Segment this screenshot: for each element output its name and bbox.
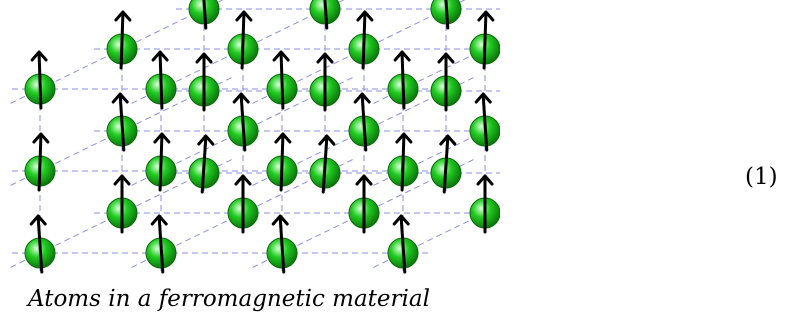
atom (227, 92, 259, 152)
figure-caption: Atoms in a ferromagnetic material (28, 286, 430, 312)
spin-arrow-head (271, 214, 289, 226)
spin-arrow-shaft (323, 0, 329, 30)
spin-arrow-shaft (37, 134, 43, 192)
spin-arrow-head (111, 92, 129, 104)
atom (106, 92, 138, 152)
spin-arrow-shaft (482, 12, 488, 70)
spin-arrow-shaft (36, 216, 44, 274)
atom (309, 52, 341, 112)
spin-arrow-shaft (321, 136, 329, 194)
spin-arrow-head (113, 174, 131, 186)
atom (430, 0, 462, 30)
atom (145, 50, 177, 110)
spin-arrow-head (235, 10, 253, 22)
spin-arrow-head (439, 134, 457, 146)
spin-arrow-shaft (361, 12, 367, 70)
spin-arrow-shaft (444, 0, 450, 30)
atom (145, 214, 177, 274)
atom (188, 52, 220, 112)
atom (387, 214, 419, 274)
ferromagnet-lattice-diagram (10, 0, 500, 274)
spin-arrow-head (393, 50, 411, 62)
spin-arrow-head (355, 174, 373, 186)
spin-arrow-shaft (279, 134, 285, 192)
atom (430, 134, 462, 194)
atom (266, 214, 298, 274)
spin-arrow-head (477, 10, 495, 22)
spin-arrow-head (30, 50, 48, 62)
atom (387, 50, 419, 110)
atom (188, 134, 220, 194)
spin-arrow-shaft (239, 94, 247, 152)
spin-arrow-head (316, 52, 334, 64)
spin-arrow-head (197, 134, 215, 146)
atom (24, 50, 56, 110)
spin-arrow-shaft (119, 12, 125, 70)
spin-arrow-head (353, 92, 371, 104)
spin-arrow-shaft (400, 52, 406, 110)
atom (106, 10, 138, 70)
spin-arrow-head (232, 92, 250, 104)
spin-arrow-head (195, 52, 213, 64)
spin-arrow-head (395, 132, 413, 144)
spin-arrow-head (272, 50, 290, 62)
spin-arrow-head (29, 214, 47, 226)
atom (309, 0, 341, 30)
spin-arrow-head (32, 132, 50, 144)
atom (145, 132, 177, 192)
atom (348, 174, 380, 234)
lattice-atoms (24, 0, 500, 274)
spin-arrow-shaft (157, 216, 165, 274)
spin-arrow-head (318, 134, 336, 146)
spin-arrow-head (114, 10, 132, 22)
spin-arrow-shaft (37, 52, 43, 110)
spin-arrow-head (476, 174, 494, 186)
atom (266, 50, 298, 110)
atom (309, 134, 341, 194)
atom (24, 214, 56, 274)
spin-arrow-shaft (278, 216, 286, 274)
atom (387, 132, 419, 192)
spin-arrow-shaft (442, 136, 450, 194)
atom (469, 174, 500, 234)
spin-arrow-head (356, 10, 374, 22)
equation-number: (1) (745, 164, 778, 190)
atom (348, 10, 380, 70)
spin-arrow-shaft (158, 52, 164, 110)
spin-arrow-head (392, 214, 410, 226)
spin-arrow-head (474, 92, 492, 104)
atom (227, 10, 259, 70)
atom (469, 92, 500, 152)
spin-arrow-shaft (481, 94, 489, 152)
spin-arrow-shaft (118, 94, 126, 152)
spin-arrow-head (274, 132, 292, 144)
atom (430, 52, 462, 112)
spin-arrow-head (150, 214, 168, 226)
spin-arrow-shaft (399, 216, 407, 274)
atom (348, 92, 380, 152)
spin-arrow-head (153, 132, 171, 144)
spin-arrow-shaft (202, 0, 208, 30)
spin-arrow-shaft (400, 134, 406, 192)
spin-arrow-head (234, 174, 252, 186)
atom (106, 174, 138, 234)
spin-arrow-shaft (360, 94, 368, 152)
spin-arrow-shaft (240, 12, 246, 70)
spin-arrow-head (151, 50, 169, 62)
spin-arrow-shaft (200, 136, 208, 194)
spin-arrow-shaft (279, 52, 285, 110)
atom (227, 174, 259, 234)
spin-arrow-head (437, 52, 455, 64)
atom (24, 132, 56, 192)
spin-arrow-shaft (158, 134, 164, 192)
atom (266, 132, 298, 192)
atom (469, 10, 500, 70)
atom (188, 0, 220, 30)
